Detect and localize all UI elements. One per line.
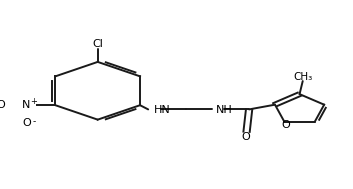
- Text: NH: NH: [216, 105, 233, 115]
- Text: O: O: [0, 100, 6, 110]
- Text: O: O: [23, 118, 31, 128]
- Text: O: O: [241, 132, 250, 142]
- Text: O: O: [281, 120, 290, 130]
- Text: N: N: [22, 100, 30, 110]
- Text: +: +: [30, 97, 37, 106]
- Text: HN: HN: [154, 105, 170, 115]
- Text: Cl: Cl: [92, 39, 103, 49]
- Text: -: -: [32, 117, 36, 126]
- Text: CH₃: CH₃: [294, 72, 313, 82]
